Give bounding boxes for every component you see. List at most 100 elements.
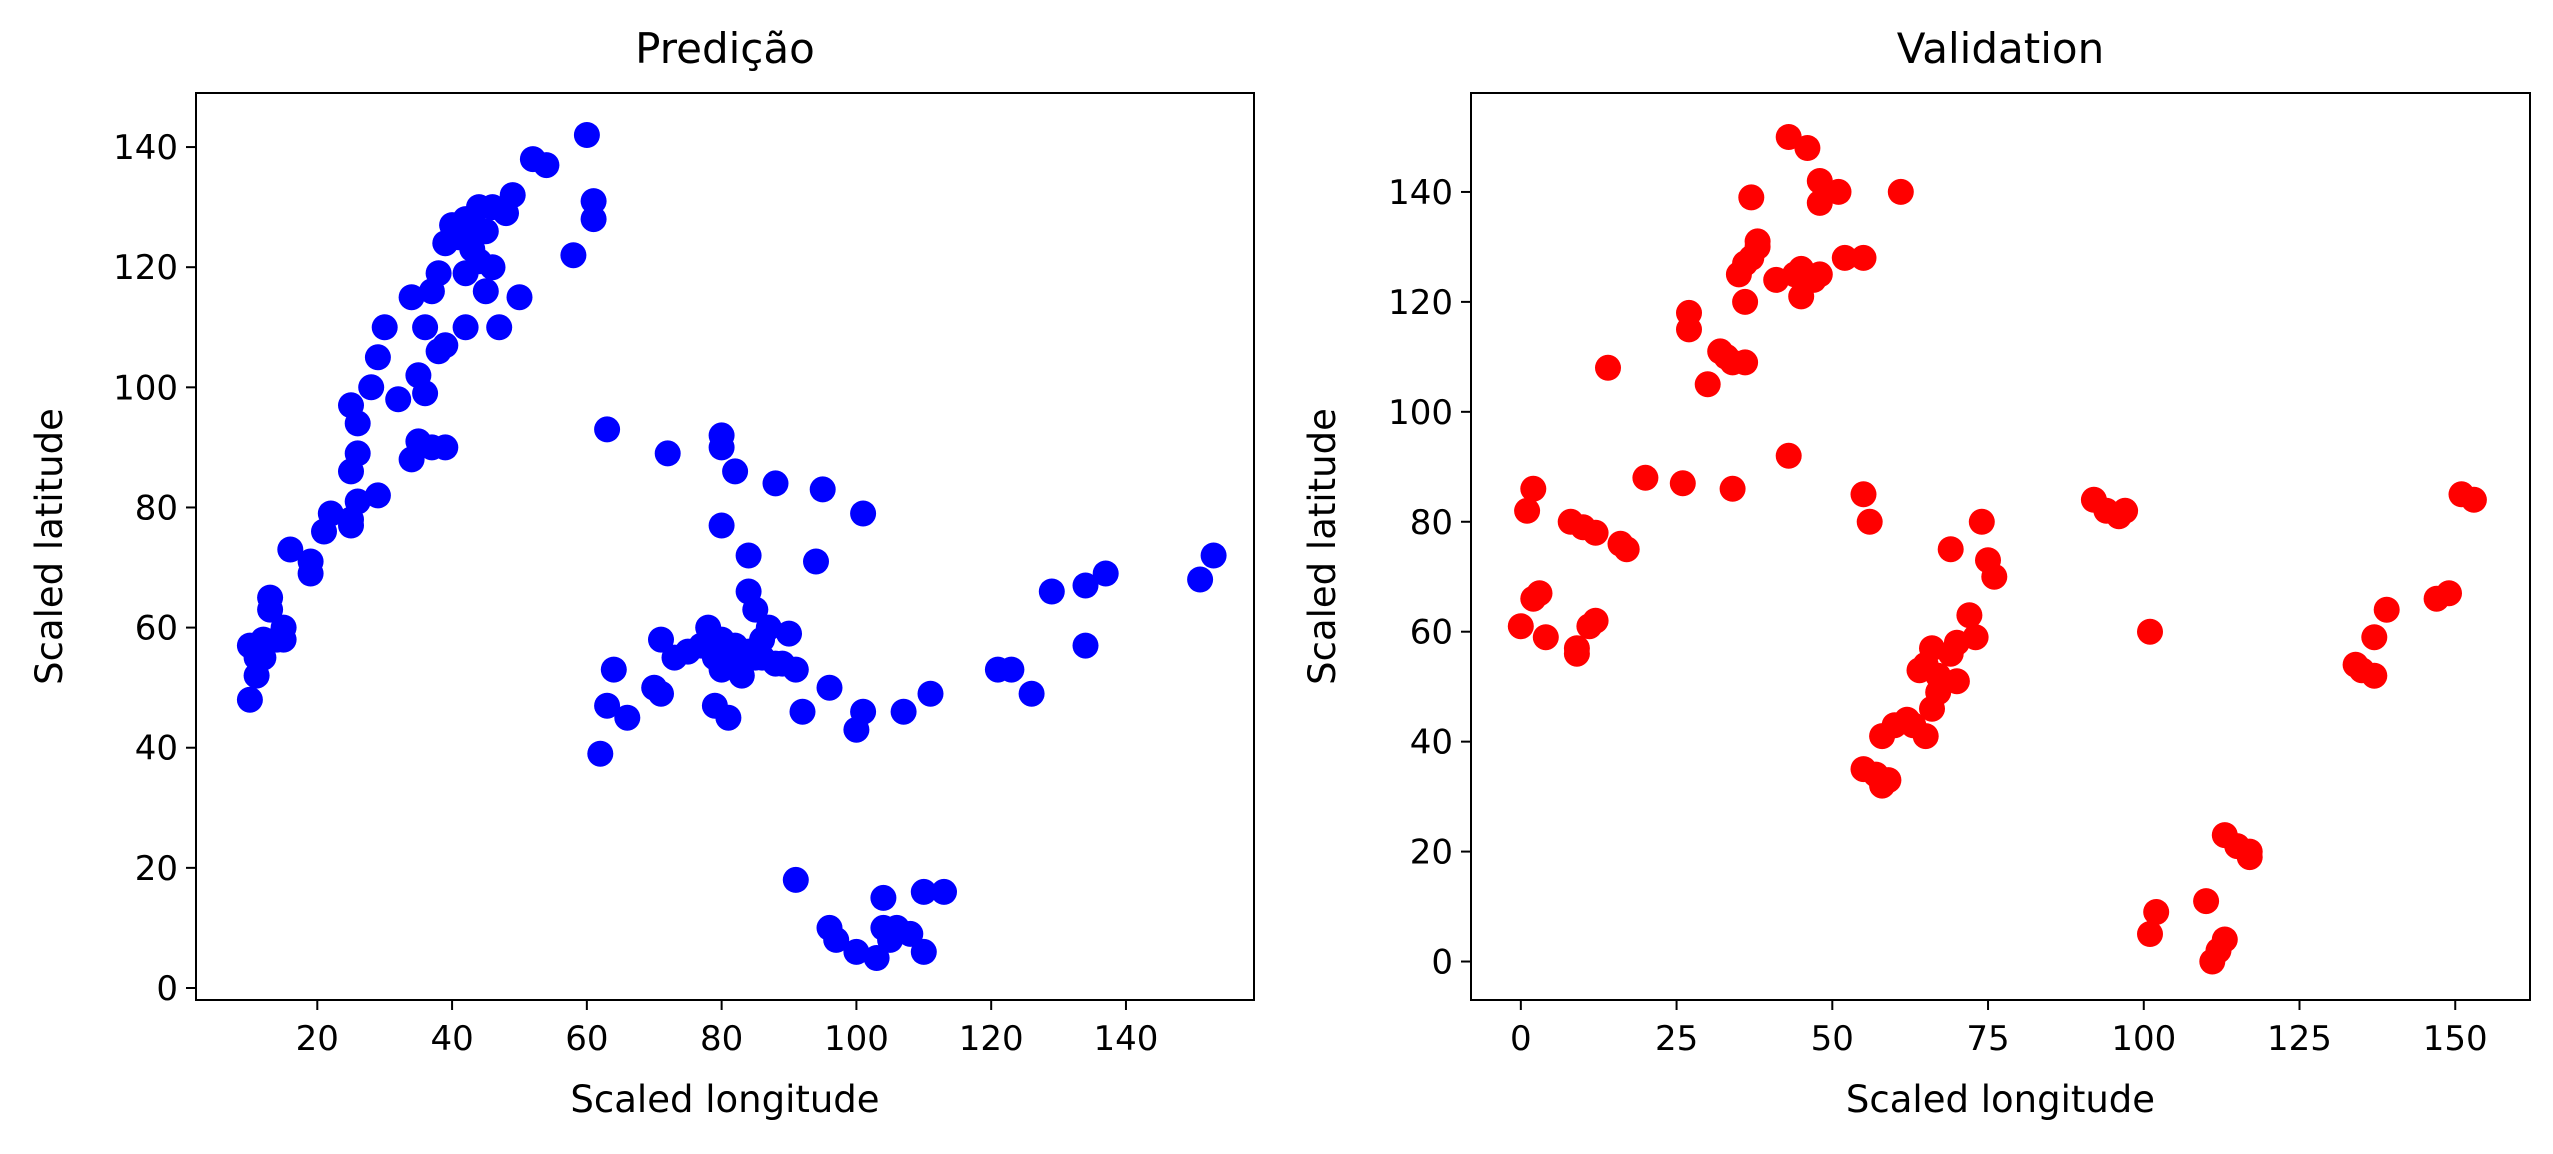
x-tick-label: 80: [700, 1019, 743, 1059]
x-tick-label: 50: [1811, 1019, 1854, 1059]
y-tick-label: 60: [1410, 613, 1453, 653]
data-point: [735, 542, 762, 569]
y-tick-label: 0: [1431, 943, 1453, 983]
data-point: [2436, 580, 2462, 607]
data-point: [358, 374, 385, 401]
y-tick-label: 20: [1410, 833, 1453, 873]
data-point: [1676, 316, 1702, 343]
data-point: [2112, 497, 2139, 524]
data-point: [661, 644, 688, 671]
data-point: [560, 242, 587, 269]
data-point: [2236, 844, 2263, 871]
y-tick-label: 80: [135, 488, 178, 528]
y-tick-label: 140: [1388, 173, 1453, 213]
data-point: [1831, 244, 1858, 271]
data-point: [782, 656, 809, 683]
data-point: [803, 548, 829, 575]
data-point: [1875, 767, 1902, 794]
data-point: [1694, 371, 1721, 398]
data-point: [412, 314, 439, 341]
x-axis-label: Scaled longitude: [1846, 1078, 2155, 1121]
data-point: [1520, 585, 1547, 612]
axes-frame: [195, 92, 1255, 1001]
y-axis-label: Scaled latitude: [28, 408, 71, 685]
y-tick-label: 80: [1410, 503, 1453, 543]
data-point: [614, 704, 641, 731]
data-point: [1850, 244, 1877, 271]
y-tick-label: 100: [1388, 393, 1453, 433]
data-point: [2193, 888, 2220, 915]
data-point: [1794, 135, 1821, 161]
data-point: [338, 512, 364, 539]
data-point: [338, 458, 364, 485]
data-point: [1912, 723, 1939, 750]
data-point: [418, 278, 445, 305]
data-point: [1738, 184, 1765, 211]
data-point: [648, 680, 674, 707]
data-point: [297, 548, 324, 575]
data-point: [1072, 632, 1099, 659]
data-point: [412, 380, 439, 407]
data-point: [1595, 354, 1621, 381]
y-axis-label: Scaled latitude: [1301, 408, 1344, 685]
data-point: [452, 314, 479, 341]
data-point: [270, 626, 297, 653]
data-point: [2361, 662, 2388, 689]
data-point: [2361, 624, 2388, 651]
data-point: [243, 662, 270, 689]
chart-panel-1: Predição 20 40 60 80 100 120 140 0 20 40 60 80 100 120…: [28, 24, 1255, 1121]
data-point: [897, 920, 924, 947]
data-point: [506, 284, 533, 311]
data-point: [1563, 640, 1590, 667]
data-point: [594, 416, 621, 443]
data-point: [398, 284, 425, 311]
y-tick-label: 0: [156, 969, 178, 1009]
data-point: [236, 686, 263, 713]
y-tick-label: 40: [1410, 723, 1453, 763]
data-point: [257, 596, 284, 623]
data-point: [573, 122, 600, 148]
data-point: [1038, 578, 1065, 605]
data-point: [910, 938, 937, 965]
data-point: [863, 945, 890, 971]
x-tick-label: 0: [1510, 1019, 1532, 1059]
data-point: [1937, 536, 1964, 563]
data-point: [472, 218, 499, 245]
data-point: [580, 188, 607, 215]
data-point: [722, 458, 749, 485]
data-point: [715, 704, 742, 731]
data-point: [1763, 266, 1790, 293]
data-points: [1507, 124, 2487, 975]
data-point: [1576, 613, 1603, 640]
data-point: [594, 692, 621, 719]
data-point: [648, 626, 674, 653]
x-tick-label: 75: [1966, 1019, 2009, 1059]
data-point: [1806, 261, 1833, 288]
data-point: [1514, 497, 1541, 524]
data-point: [486, 314, 513, 341]
data-point: [1856, 508, 1883, 535]
data-point: [917, 680, 944, 707]
data-point: [789, 698, 816, 725]
data-point: [708, 656, 735, 683]
data-point: [1825, 178, 1852, 205]
data-point: [1072, 572, 1099, 599]
data-point: [587, 740, 614, 767]
x-tick-label: 40: [430, 1019, 473, 1059]
y-tick-label: 120: [1388, 283, 1453, 323]
data-point: [479, 254, 506, 281]
data-point: [931, 878, 957, 905]
data-point: [1725, 261, 1752, 288]
data-point: [1719, 475, 1746, 502]
x-tick-label: 20: [296, 1019, 339, 1059]
data-point: [1187, 566, 1214, 593]
data-point: [843, 716, 870, 743]
data-point: [1092, 560, 1119, 587]
data-point: [385, 386, 412, 413]
chart-title: Predição: [635, 24, 815, 73]
data-point: [533, 152, 560, 179]
y-tick-label: 100: [113, 368, 178, 408]
data-point: [1018, 680, 1045, 707]
data-point: [1732, 349, 1759, 376]
